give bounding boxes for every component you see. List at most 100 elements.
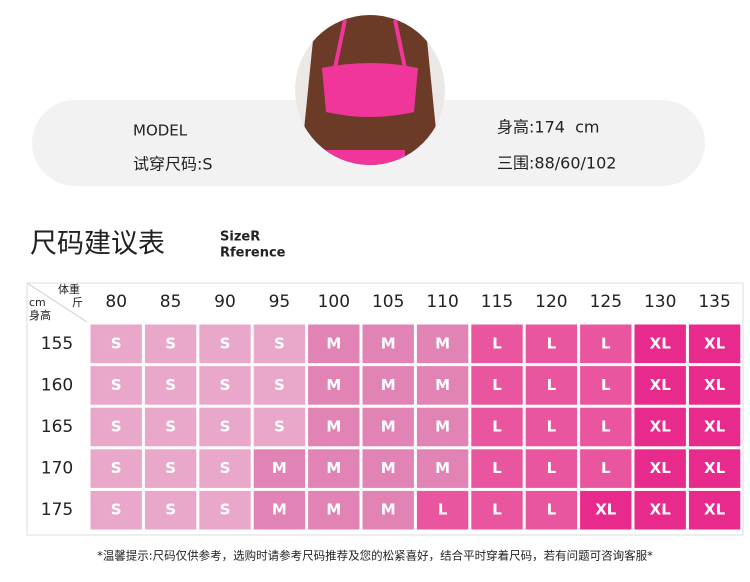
size-cell xyxy=(308,324,360,364)
subtitle: Rference xyxy=(220,246,286,261)
size-cell xyxy=(144,490,197,530)
size-cell xyxy=(144,449,197,488)
size-label: XL xyxy=(650,334,672,352)
size-label: L xyxy=(601,334,611,352)
weight-header: 80 xyxy=(105,292,127,312)
model-measurements: 三围:88/60/102 xyxy=(497,154,616,173)
size-label: M xyxy=(272,501,287,519)
weight-header: 135 xyxy=(698,292,730,312)
height-header: 155 xyxy=(41,334,73,354)
size-label: L xyxy=(601,376,611,394)
weight-header: 120 xyxy=(535,292,567,312)
size-label: S xyxy=(220,501,231,519)
size-label: L xyxy=(492,459,502,477)
size-label: M xyxy=(381,334,396,352)
size-label: S xyxy=(220,334,231,352)
size-label: M xyxy=(326,459,341,477)
corner-weight-unit: 斤 xyxy=(72,296,83,309)
size-label: S xyxy=(111,376,122,394)
size-cell xyxy=(416,366,469,405)
size-cell xyxy=(471,407,523,447)
weight-header: 105 xyxy=(372,292,404,312)
size-cell xyxy=(144,407,197,447)
size-label: S xyxy=(111,501,122,519)
size-cell xyxy=(525,490,578,530)
size-cell xyxy=(688,407,741,447)
size-label: S xyxy=(165,501,176,519)
size-label: XL xyxy=(704,418,726,436)
size-label: XL xyxy=(650,418,672,436)
size-cell xyxy=(253,324,306,364)
size-label: M xyxy=(272,459,287,477)
size-cell xyxy=(471,449,523,488)
size-cell xyxy=(362,324,414,364)
size-label: S xyxy=(165,376,176,394)
size-cell xyxy=(199,490,251,530)
size-cell xyxy=(580,366,632,405)
weight-header: 110 xyxy=(426,292,458,312)
table-corner: 体重 斤 cm 身高 xyxy=(26,282,88,323)
size-cell xyxy=(688,324,741,364)
size-cell xyxy=(253,490,306,530)
size-cell xyxy=(362,366,414,405)
size-cell xyxy=(362,449,414,488)
size-cell xyxy=(90,407,142,447)
size-cell xyxy=(308,449,360,488)
size-cell xyxy=(634,490,686,530)
size-label: M xyxy=(435,418,450,436)
size-cell xyxy=(416,324,469,364)
size-cell xyxy=(525,366,578,405)
size-cell xyxy=(634,324,686,364)
size-label: XL xyxy=(704,459,726,477)
size-label: S xyxy=(165,459,176,477)
size-cell xyxy=(199,449,251,488)
size-label: S xyxy=(111,418,122,436)
size-cell xyxy=(634,366,686,405)
size-cell xyxy=(199,366,251,405)
size-label: M xyxy=(381,418,396,436)
trial-size: 试穿尺码:S xyxy=(133,155,213,174)
size-cell xyxy=(253,449,306,488)
size-label: L xyxy=(492,376,502,394)
height-header: 175 xyxy=(41,500,73,520)
size-label: S xyxy=(220,376,231,394)
size-cell xyxy=(525,449,578,488)
size-label: M xyxy=(381,501,396,519)
size-label: S xyxy=(111,459,122,477)
size-label: S xyxy=(274,376,285,394)
size-label: M xyxy=(435,334,450,352)
weight-header: 95 xyxy=(269,292,291,312)
title: 尺码建议表 xyxy=(30,229,165,260)
size-cell xyxy=(416,490,469,530)
size-label: L xyxy=(601,459,611,477)
size-cell xyxy=(308,366,360,405)
size-cell xyxy=(471,490,523,530)
model-label: MODEL xyxy=(133,122,188,140)
size-cell xyxy=(525,324,578,364)
size-cell xyxy=(144,324,197,364)
size-label: L xyxy=(492,501,502,519)
size-cell xyxy=(144,366,197,405)
size-cell xyxy=(199,324,251,364)
subtitle: SizeR xyxy=(220,230,260,245)
size-cell xyxy=(634,449,686,488)
size-label: S xyxy=(274,418,285,436)
size-cell xyxy=(634,407,686,447)
size-cell xyxy=(253,366,306,405)
weight-header: 125 xyxy=(590,292,622,312)
size-label: M xyxy=(381,459,396,477)
size-label: L xyxy=(601,418,611,436)
model-photo xyxy=(295,15,445,165)
size-cell xyxy=(580,449,632,488)
size-cell xyxy=(362,407,414,447)
size-label: XL xyxy=(704,501,726,519)
size-label: S xyxy=(220,459,231,477)
size-label: M xyxy=(381,376,396,394)
size-label: S xyxy=(220,418,231,436)
size-label: L xyxy=(438,501,448,519)
weight-header: 85 xyxy=(160,292,182,312)
corner-height: 身高 xyxy=(29,308,51,322)
size-cell xyxy=(580,407,632,447)
size-label: L xyxy=(492,418,502,436)
